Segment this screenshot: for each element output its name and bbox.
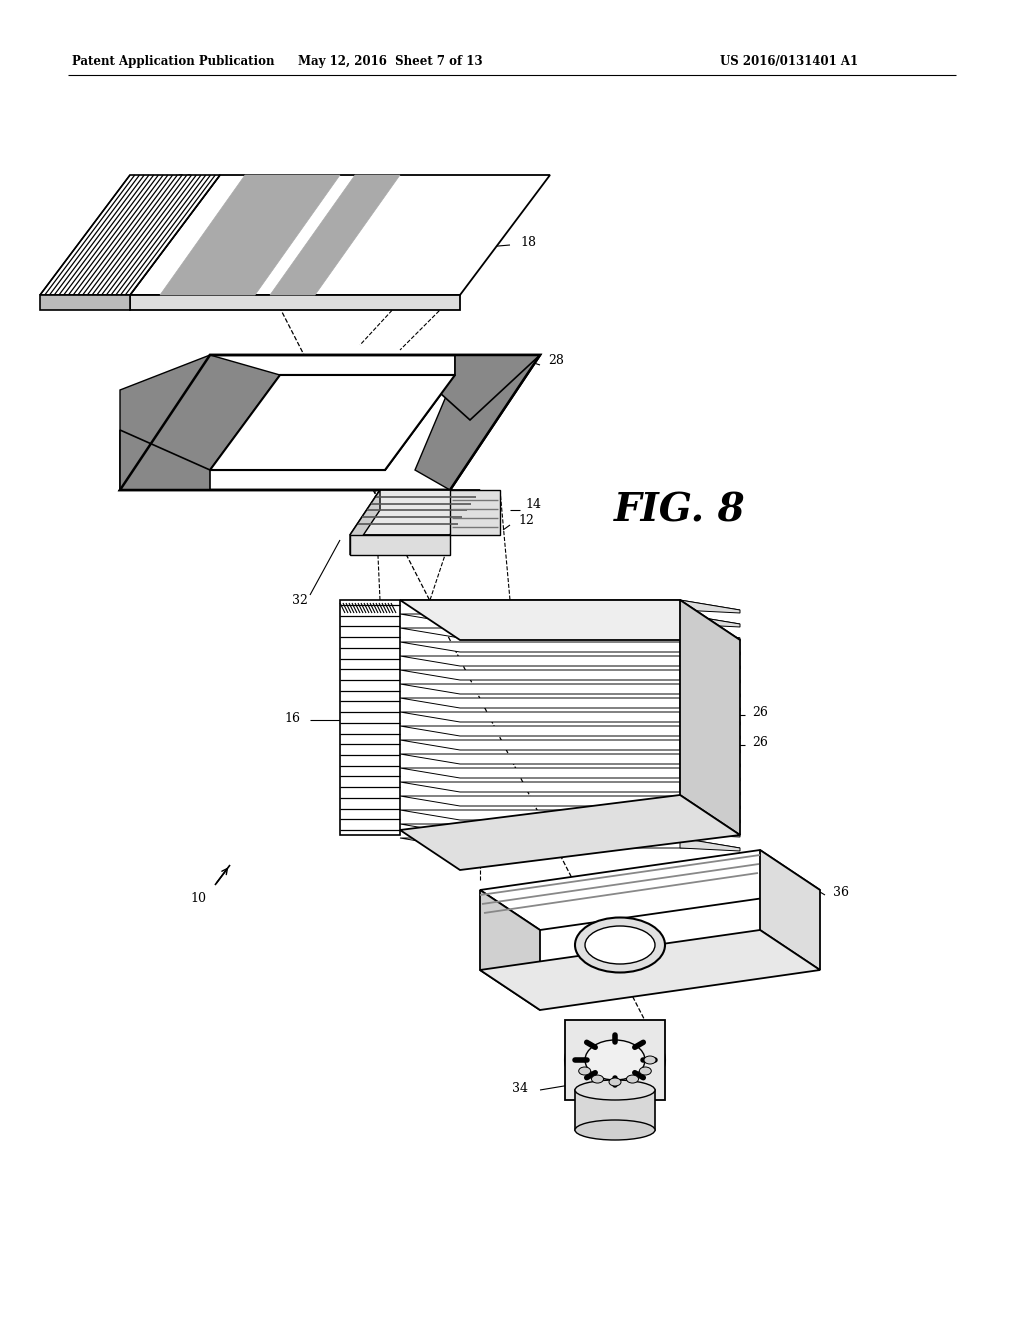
Polygon shape <box>480 931 820 1010</box>
Polygon shape <box>400 754 740 764</box>
Polygon shape <box>400 768 740 777</box>
Text: 32: 32 <box>292 594 308 606</box>
Polygon shape <box>340 601 400 836</box>
Text: 34: 34 <box>512 1081 528 1094</box>
Polygon shape <box>415 355 540 490</box>
Polygon shape <box>120 355 540 490</box>
Polygon shape <box>680 642 740 655</box>
Ellipse shape <box>609 1078 621 1086</box>
Polygon shape <box>400 711 740 722</box>
Polygon shape <box>40 176 220 294</box>
Polygon shape <box>210 375 455 470</box>
Polygon shape <box>680 824 740 837</box>
Polygon shape <box>680 781 740 795</box>
Polygon shape <box>400 684 740 694</box>
Text: 30: 30 <box>119 219 135 231</box>
Ellipse shape <box>575 1080 655 1100</box>
Text: 12: 12 <box>518 513 534 527</box>
Polygon shape <box>680 741 740 752</box>
Polygon shape <box>400 781 740 792</box>
Polygon shape <box>680 656 740 669</box>
Polygon shape <box>400 601 740 610</box>
Polygon shape <box>680 684 740 697</box>
Text: 26: 26 <box>752 705 768 718</box>
Polygon shape <box>450 490 500 535</box>
Polygon shape <box>680 614 740 627</box>
Polygon shape <box>350 490 480 535</box>
Polygon shape <box>210 375 455 470</box>
Polygon shape <box>680 726 740 739</box>
Text: 20: 20 <box>610 601 626 614</box>
Ellipse shape <box>639 1067 651 1074</box>
Polygon shape <box>680 601 740 612</box>
Polygon shape <box>680 796 740 809</box>
Polygon shape <box>40 294 130 310</box>
Polygon shape <box>130 294 460 310</box>
Polygon shape <box>680 810 740 822</box>
Polygon shape <box>565 1020 665 1100</box>
Polygon shape <box>680 628 740 642</box>
Polygon shape <box>120 355 280 490</box>
Polygon shape <box>350 490 380 554</box>
Text: 10: 10 <box>190 891 206 904</box>
Polygon shape <box>350 535 450 554</box>
Polygon shape <box>680 671 740 682</box>
Polygon shape <box>680 754 740 767</box>
Polygon shape <box>680 838 740 851</box>
Polygon shape <box>680 601 740 836</box>
Text: US 2016/0131401 A1: US 2016/0131401 A1 <box>720 55 858 69</box>
Polygon shape <box>400 601 740 640</box>
Polygon shape <box>270 176 400 294</box>
Polygon shape <box>400 614 740 624</box>
Text: 30: 30 <box>177 173 193 186</box>
Text: 28: 28 <box>548 354 564 367</box>
Text: FIG. 8: FIG. 8 <box>614 491 745 529</box>
Ellipse shape <box>644 1056 656 1064</box>
Polygon shape <box>400 671 740 680</box>
Text: 16: 16 <box>284 711 300 725</box>
Polygon shape <box>760 850 820 970</box>
Ellipse shape <box>585 1040 645 1080</box>
Polygon shape <box>680 698 740 711</box>
Ellipse shape <box>565 1026 665 1096</box>
Text: Patent Application Publication: Patent Application Publication <box>72 55 274 69</box>
Polygon shape <box>400 838 740 847</box>
Polygon shape <box>400 810 740 820</box>
Text: 14: 14 <box>525 499 541 511</box>
Polygon shape <box>120 430 210 490</box>
Polygon shape <box>400 726 740 737</box>
Text: 36: 36 <box>833 886 849 899</box>
Text: 18: 18 <box>520 235 536 248</box>
Ellipse shape <box>575 917 665 973</box>
Polygon shape <box>400 795 740 870</box>
Polygon shape <box>400 656 740 667</box>
Polygon shape <box>480 850 820 931</box>
Polygon shape <box>400 698 740 708</box>
Ellipse shape <box>627 1074 639 1082</box>
Polygon shape <box>575 1090 655 1130</box>
Polygon shape <box>680 711 740 725</box>
Ellipse shape <box>575 1119 655 1140</box>
Ellipse shape <box>585 927 655 964</box>
Polygon shape <box>480 890 540 1010</box>
Polygon shape <box>160 176 340 294</box>
Polygon shape <box>130 176 550 294</box>
Polygon shape <box>400 796 740 807</box>
Polygon shape <box>400 628 740 638</box>
Text: 26: 26 <box>752 735 768 748</box>
Ellipse shape <box>579 1067 591 1074</box>
Polygon shape <box>680 768 740 781</box>
Text: May 12, 2016  Sheet 7 of 13: May 12, 2016 Sheet 7 of 13 <box>298 55 482 69</box>
Polygon shape <box>420 355 540 420</box>
Polygon shape <box>400 741 740 750</box>
Ellipse shape <box>592 1074 603 1082</box>
Polygon shape <box>400 642 740 652</box>
Polygon shape <box>400 824 740 834</box>
